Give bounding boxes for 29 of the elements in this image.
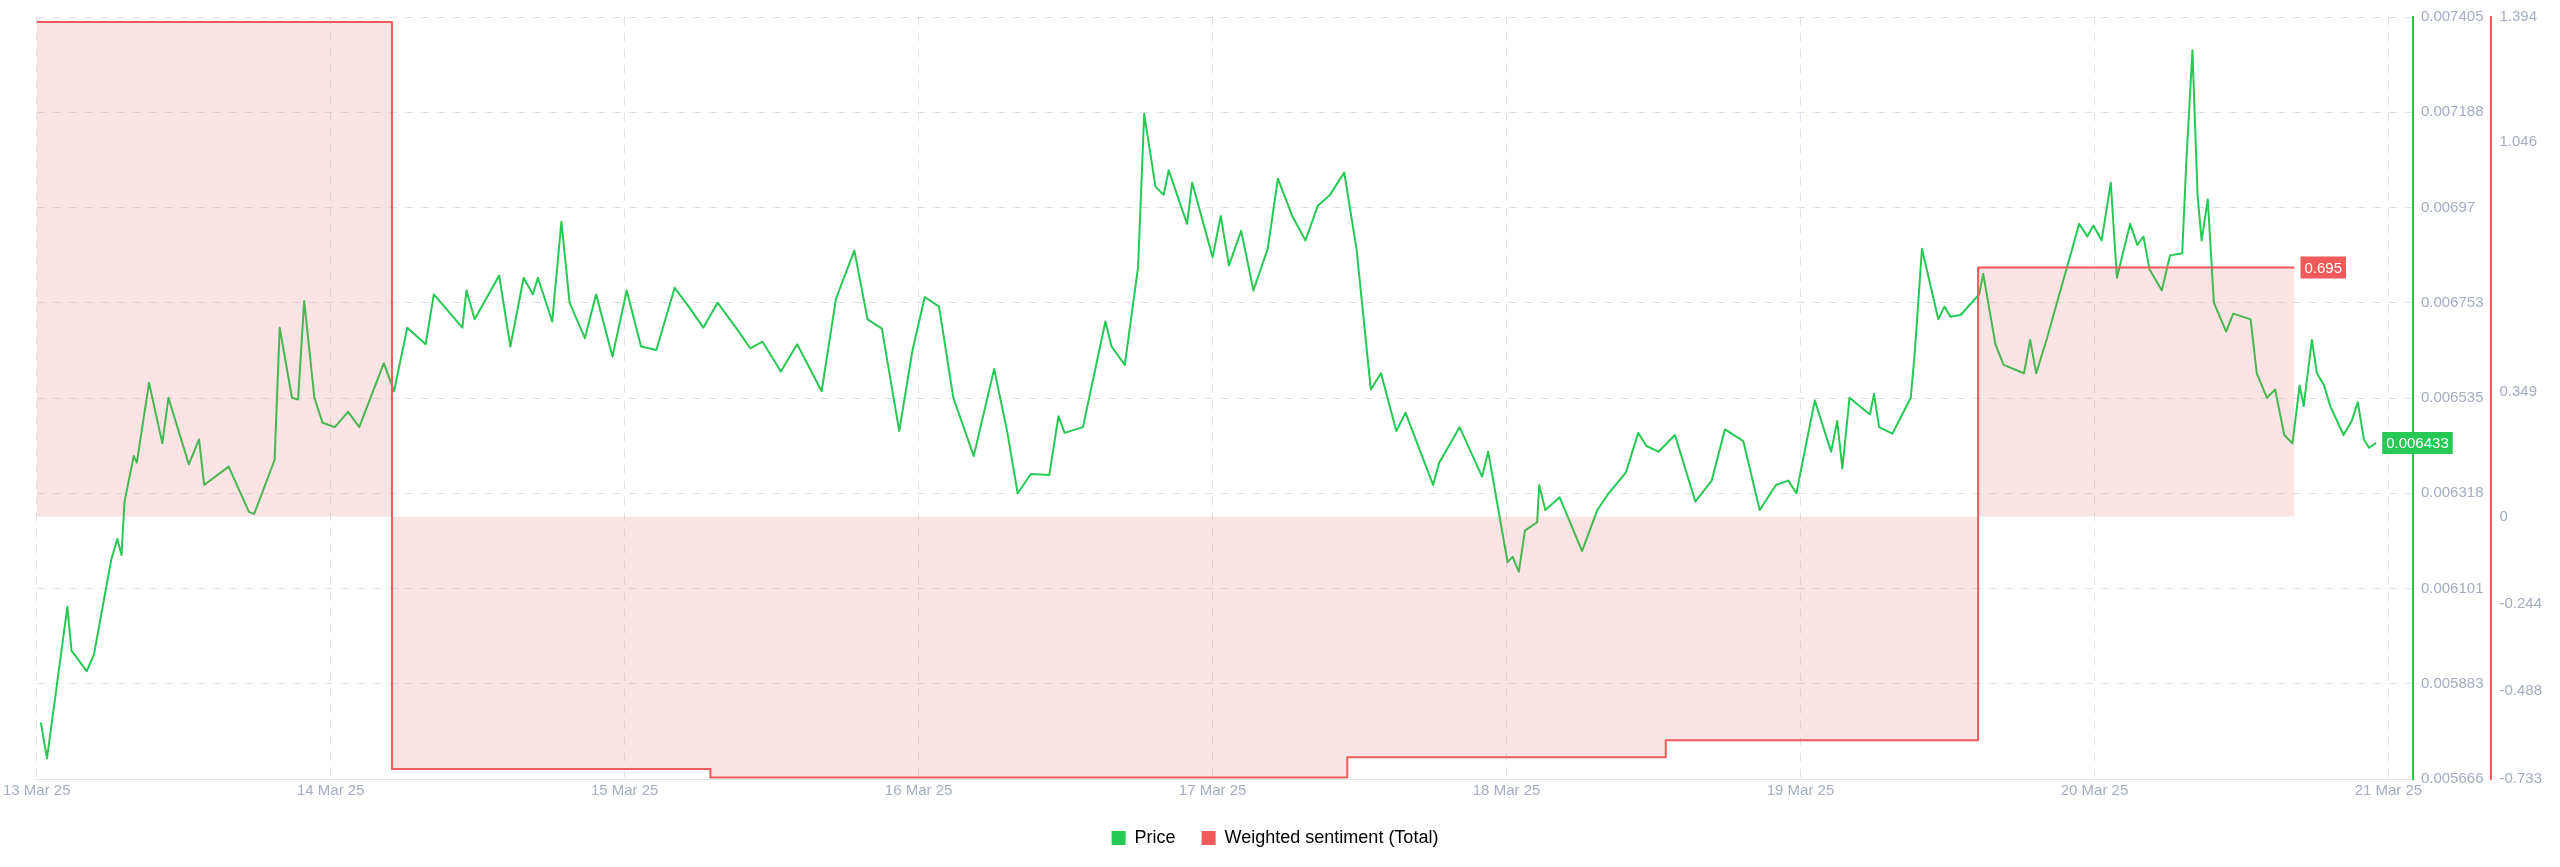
y2-tick-label: -0.244 [2499, 593, 2543, 611]
x-tick-label: 17 Mar 25 [1178, 781, 1247, 799]
y-tick-label: 0.005883 [2420, 674, 2484, 692]
y2-tick-label: 1.046 [2499, 131, 2538, 149]
y-tick-label: 0.007188 [2420, 102, 2484, 120]
y2-tick-label: -0.488 [2499, 681, 2543, 699]
y-tick-label: 0.006101 [2420, 578, 2484, 596]
x-tick-label: 14 Mar 25 [296, 781, 365, 799]
y2-tick-label: 0.349 [2499, 381, 2538, 399]
y-tick-label: 0.006753 [2420, 292, 2484, 310]
y2-tick-label: 0 [2499, 506, 2508, 524]
y-tick-label: 0.007405 [2420, 7, 2484, 25]
y-tick-label: 0.00697 [2420, 197, 2476, 215]
x-tick-label: 20 Mar 25 [2060, 781, 2129, 799]
x-tick-label: 15 Mar 25 [590, 781, 659, 799]
data-label: 0.695 [2304, 258, 2343, 276]
x-tick-label: 16 Mar 25 [884, 781, 953, 799]
legend-label: Weighted sentiment (Total) [1224, 826, 1439, 847]
x-tick-label: 19 Mar 25 [1766, 781, 1835, 799]
y-tick-label: 0.006535 [2420, 388, 2484, 406]
x-tick-label: 13 Mar 25 [2, 781, 71, 799]
y-tick-label: 0.006318 [2420, 483, 2484, 501]
y-tick-label: 0.005666 [2420, 769, 2484, 787]
y2-tick-label: -0.733 [2499, 769, 2543, 787]
y2-tick-label: 1.394 [2499, 7, 2538, 25]
legend-label: Price [1134, 826, 1176, 847]
x-tick-label: 21 Mar 25 [2354, 781, 2423, 799]
x-tick-label: 18 Mar 25 [1472, 781, 1541, 799]
data-label: 0.006433 [2386, 434, 2449, 452]
